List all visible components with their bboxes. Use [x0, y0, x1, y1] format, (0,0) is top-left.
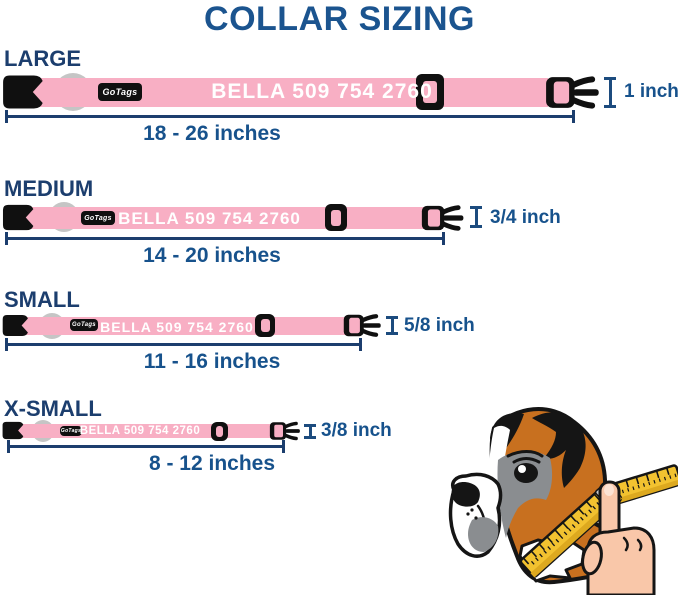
- measure-line-medium: [5, 232, 445, 245]
- male-buckle-icon: [2, 421, 24, 440]
- collar-print-text: BELLA 509 754 2760: [211, 80, 433, 103]
- width-bracket: [470, 206, 482, 228]
- size-label-small: SMALL: [4, 287, 80, 312]
- size-label-large: LARGE: [4, 46, 81, 71]
- tri-glide-slider-icon: [325, 204, 347, 231]
- male-buckle-icon: [2, 204, 34, 231]
- collar-small: GoTags BELLA 509 754 2760: [2, 313, 384, 339]
- width-label-medium: 3/4 inch: [490, 207, 561, 228]
- male-buckle-icon: [3, 75, 43, 109]
- collar-x-small: GoTags BELLA 509 754 2760: [2, 420, 302, 442]
- size-label-medium: MEDIUM: [4, 176, 94, 201]
- width-bracket: [304, 424, 316, 439]
- brand-tag: GoTags: [70, 319, 98, 331]
- collar-print-text: BELLA 509 754 2760: [118, 209, 301, 228]
- tri-glide-slider-icon: [416, 74, 444, 110]
- brand-tag: GoTags: [81, 211, 115, 225]
- range-label-small: 11 - 16 inches: [143, 350, 281, 373]
- female-buckle-icon: [269, 421, 300, 441]
- brand-tag: GoTags: [98, 83, 142, 101]
- width-label-x-small: 3/8 inch: [321, 420, 392, 441]
- collar-print-text: BELLA 509 754 2760: [79, 425, 201, 437]
- width-bracket: [604, 77, 616, 108]
- range-label-x-small: 8 - 12 inches: [148, 452, 276, 475]
- collar-print-text: BELLA 509 754 2760: [100, 319, 254, 335]
- range-label-medium: 14 - 20 inches: [143, 244, 281, 267]
- measure-line-small: [5, 338, 362, 351]
- range-label-large: 18 - 26 inches: [143, 122, 281, 145]
- measure-line-large: [5, 110, 575, 123]
- female-buckle-icon: [546, 76, 599, 109]
- dog-measuring-illustration: [448, 407, 678, 595]
- page-title: COLLAR SIZING: [204, 0, 475, 38]
- width-label-small: 5/8 inch: [404, 315, 475, 336]
- size-label-x-small: X-SMALL: [4, 396, 102, 421]
- tri-glide-slider-icon: [211, 422, 228, 441]
- female-buckle-icon: [421, 205, 464, 231]
- tri-glide-slider-icon: [255, 314, 275, 337]
- brand-tag: GoTags: [60, 426, 82, 436]
- width-bracket: [386, 316, 398, 335]
- female-buckle-icon: [343, 314, 381, 337]
- width-label-large: 1 inch: [624, 81, 679, 102]
- measure-line-x-small: [7, 440, 285, 453]
- male-buckle-icon: [2, 315, 28, 336]
- collar-large: GoTags BELLA 509 754 2760: [2, 73, 602, 112]
- collar-medium: GoTags BELLA 509 754 2760: [2, 202, 466, 233]
